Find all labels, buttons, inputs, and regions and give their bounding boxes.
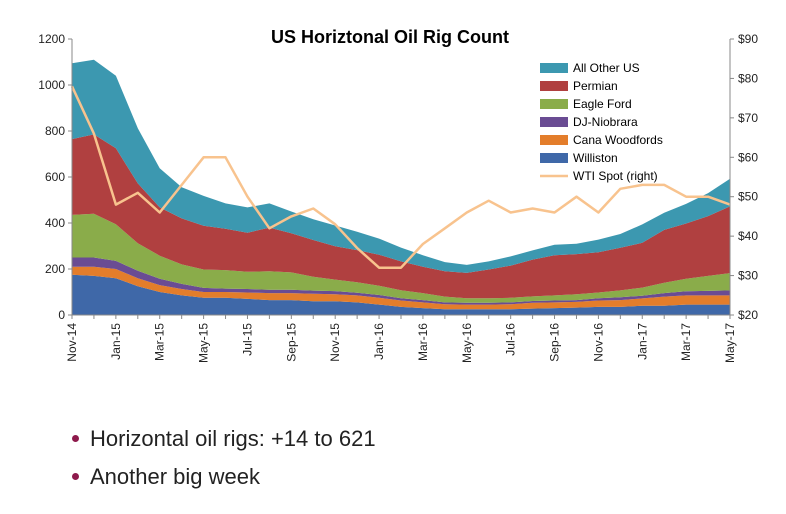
y-tick-label: 600	[45, 170, 65, 184]
area-layers	[72, 59, 730, 315]
x-tick-label: Sep-15	[284, 323, 298, 362]
x-tick-label: Jan-16	[372, 323, 386, 360]
legend-swatch-eagle-ford	[540, 99, 568, 109]
y-tick-label: 1200	[38, 32, 65, 46]
legend-label-all-other-us: All Other US	[573, 61, 640, 75]
x-tick-label: Mar-17	[679, 323, 693, 361]
y2-tick-label: $40	[738, 229, 758, 243]
y-tick-label: 200	[45, 262, 65, 276]
bullet-item: Horizontal oil rigs: +14 to 621	[72, 420, 376, 458]
legend-label-permian: Permian	[573, 79, 618, 93]
legend-swatch-cana-woodfords	[540, 135, 568, 145]
x-tick-label: Nov-16	[591, 323, 605, 362]
x-tick-label: Jul-15	[240, 323, 254, 356]
legend-swatch-all-other-us	[540, 63, 568, 73]
bullet-dot	[72, 473, 79, 480]
x-tick-label: May-16	[460, 323, 474, 363]
bullet-item: Another big week	[72, 458, 376, 496]
legend: All Other US Permian Eagle Ford DJ-Niobrara…	[540, 61, 663, 183]
x-tick-label: Jul-16	[504, 323, 518, 356]
bullet-list: Horizontal oil rigs: +14 to 621 Another …	[72, 420, 376, 496]
x-tick-label: Jan-17	[635, 323, 649, 360]
y2-tick-label: $20	[738, 308, 758, 322]
legend-label-eagle-ford: Eagle Ford	[573, 97, 632, 111]
area-permian	[72, 134, 730, 299]
y2-tick-label: $50	[738, 190, 758, 204]
legend-label-cana-woodfords: Cana Woodfords	[573, 133, 663, 147]
y2-tick-label: $90	[738, 32, 758, 46]
legend-swatch-dj-niobrara	[540, 117, 568, 127]
x-tick-label: May-15	[197, 323, 211, 363]
area-eagle-ford	[72, 213, 730, 303]
area-williston	[72, 274, 730, 315]
y2-tick-label: $60	[738, 150, 758, 164]
y2-tick-label: $30	[738, 269, 758, 283]
wti-spot-line	[70, 85, 731, 269]
axes: 0 200 400 600 800 1000 1200 $20 $30 $40 $50 $60 $70 $…	[38, 32, 758, 363]
y-tick-label: 800	[45, 124, 65, 138]
x-tick-label: May-17	[723, 323, 737, 363]
chart-title: US Horiztonal Oil Rig Count	[271, 27, 509, 47]
area-all-other-us	[72, 59, 730, 273]
y2-tick-label: $80	[738, 71, 758, 85]
x-tick-label: Jan-15	[109, 323, 123, 360]
x-tick-label: Nov-14	[65, 323, 79, 362]
legend-label-dj-niobrara: DJ-Niobrara	[573, 115, 638, 129]
legend-swatch-permian	[540, 81, 568, 91]
y-tick-label: 1000	[38, 78, 65, 92]
x-tick-label: Nov-15	[328, 323, 342, 362]
legend-label-williston: Williston	[573, 151, 618, 165]
x-tick-label: Sep-16	[548, 323, 562, 362]
rig-count-chart: US Horiztonal Oil Rig Count 0 200 400 600 80…	[38, 27, 758, 363]
x-tick-label: Mar-16	[416, 323, 430, 361]
y2-tick-label: $70	[738, 111, 758, 125]
bullet-text: Another big week	[90, 464, 260, 489]
area-cana-woodfords	[72, 266, 730, 310]
y-tick-label: 400	[45, 216, 65, 230]
wti-line-layer	[70, 85, 731, 269]
y-tick-label: 0	[58, 308, 65, 322]
legend-swatch-williston	[540, 153, 568, 163]
bullet-text: Horizontal oil rigs: +14 to 621	[90, 426, 376, 451]
x-tick-label: Mar-15	[153, 323, 167, 361]
bullet-dot	[72, 435, 79, 442]
legend-label-wti-spot-right-: WTI Spot (right)	[573, 169, 658, 183]
